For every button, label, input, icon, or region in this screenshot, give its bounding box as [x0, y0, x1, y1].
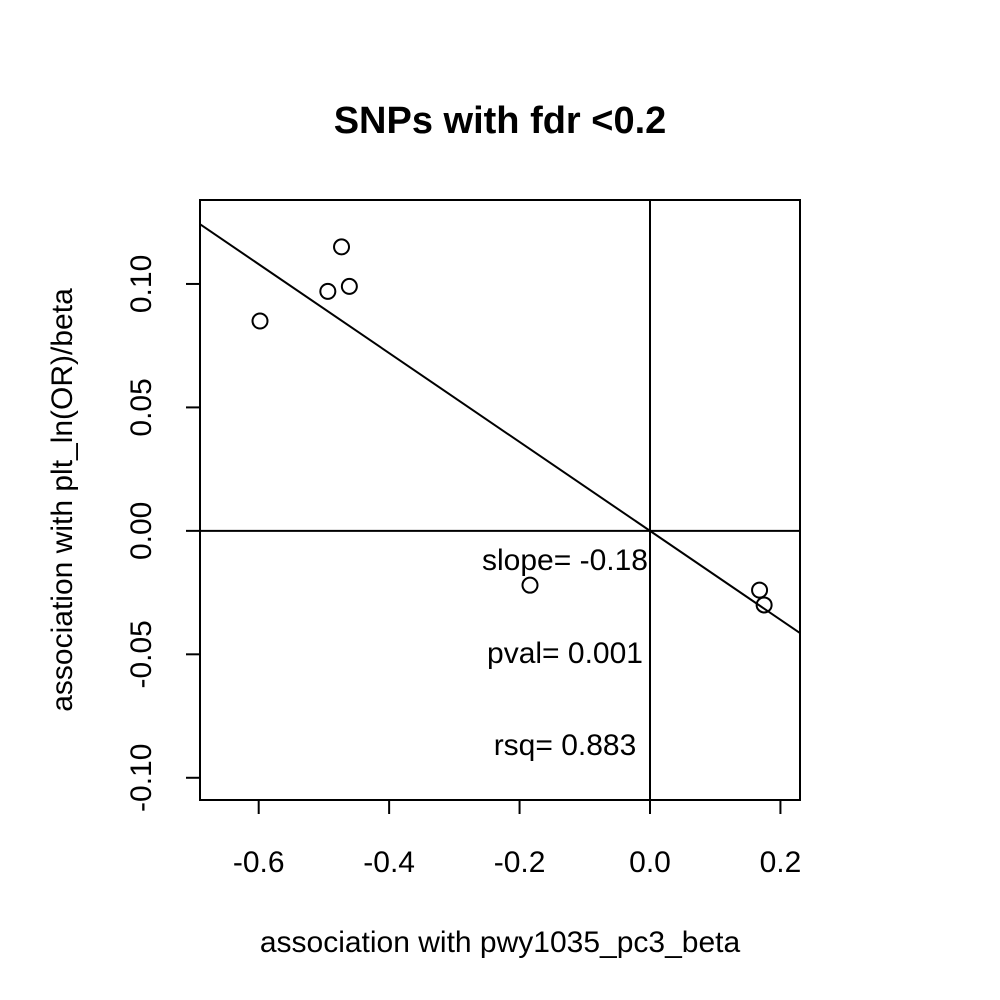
y-tick-label: 0.05: [125, 378, 158, 436]
data-point: [751, 581, 769, 599]
x-tick-label: -0.6: [233, 846, 285, 879]
data-point: [333, 238, 351, 256]
x-axis-label: association with pwy1035_pc3_beta: [260, 926, 741, 959]
x-tick-label: -0.4: [363, 846, 415, 879]
y-tick-label: -0.05: [125, 620, 158, 688]
regression-line: [200, 223, 800, 634]
plot-area: -0.6 -0.4 -0.2 0.0 0.2 -0.10 -0.05 0.00 0.05 0.10: [125, 199, 802, 879]
y-tick-label: 0.10: [125, 255, 158, 313]
data-point: [319, 282, 337, 300]
y-tick-label: -0.10: [125, 744, 158, 812]
x-tick-label: 0.2: [760, 846, 802, 879]
y-axis-label: association with plt_ln(OR)/beta: [46, 288, 79, 712]
data-point: [340, 277, 358, 295]
chart-title: SNPs with fdr <0.2: [334, 100, 667, 142]
slope-annotation: slope= -0.18: [482, 544, 648, 577]
plot-frame: [199, 199, 801, 801]
data-point: [755, 596, 773, 614]
data-point: [251, 312, 269, 330]
x-tick-label: -0.2: [494, 846, 546, 879]
y-tick-label: 0.00: [125, 502, 158, 560]
rsq-annotation: rsq= 0.883: [494, 729, 637, 762]
pval-annotation: pval= 0.001: [487, 637, 643, 670]
data-point: [521, 576, 539, 594]
x-tick-label: 0.0: [629, 846, 671, 879]
